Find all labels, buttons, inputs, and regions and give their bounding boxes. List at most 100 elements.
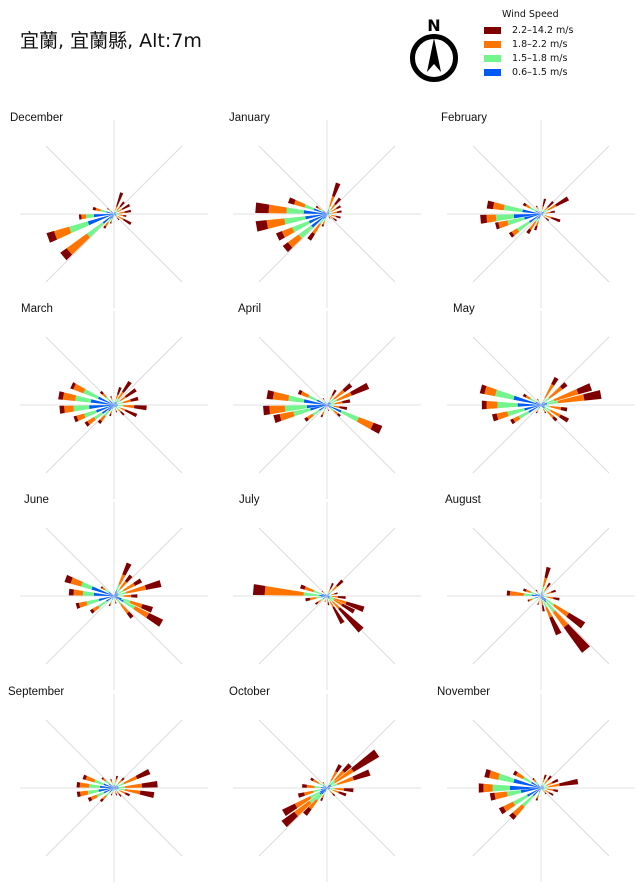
wind-rose-segment [333,389,345,400]
wind-rose-segment [559,778,579,787]
wind-rose-segment [337,413,341,417]
wind-rose-segment [532,788,541,797]
month-title: February [441,112,488,124]
wind-rose-segment [483,783,493,793]
wind-rose-segment [328,399,331,403]
wind-rose-segment [102,393,107,398]
wind-rose-segment [327,596,330,598]
wind-rose-segment [329,594,332,596]
wind-rose-segment [342,399,351,404]
wind-rose-segment [541,405,545,406]
wind-rose-segment [269,405,286,415]
wind-rose-segment [547,788,554,792]
wind-rose-segment [114,596,115,599]
wind-rose-segment [538,405,541,409]
wind-rose-segment [481,400,487,410]
wind-rose-segment [87,416,96,425]
wind-rose-segment [320,414,324,418]
wind-rose-segment [111,218,113,221]
wind-rose-plot [233,502,421,690]
wind-rose-segment [64,574,73,584]
wind-rose-segment [118,779,123,784]
wind-rose-segment [541,214,544,215]
wind-rose-segment [532,777,535,781]
wind-rose-segment [90,794,98,801]
wind-rose-segment [543,790,546,794]
wind-rose-panel: September [7,686,221,884]
wind-rose-segment [330,788,335,790]
wind-rose-segment [541,206,544,210]
wind-rose-segment [118,782,125,787]
wind-rose-segment [541,784,543,788]
wind-rose-segment [535,411,538,414]
wind-rose-segment [543,774,547,780]
wind-rose-segment [539,211,541,214]
wind-rose-segment [350,382,370,396]
wind-rose-segment [525,204,531,209]
wind-rose-segment [146,612,164,627]
wind-rose-segment [494,791,508,800]
wind-rose-segment [116,407,119,410]
wind-rose-segment [119,201,125,208]
wind-rose-segment [112,401,114,405]
wind-rose-segment [120,603,130,614]
wind-rose-segment [541,598,543,601]
wind-rose-segment [336,392,352,402]
wind-rose-segment [339,406,348,410]
wind-rose-segment [59,405,65,414]
wind-rose-segment [323,214,327,220]
wind-rose-segment [327,597,328,600]
wind-rose-segment [305,214,327,220]
wind-rose-segment [134,405,147,411]
wind-rose-segment [305,597,311,602]
legend-item: 1.5–1.8 m/s [484,51,634,65]
wind-rose-segment [549,616,562,636]
wind-rose-segment [93,592,114,596]
wind-rose-plot [233,311,421,499]
wind-rose-segment [114,596,124,603]
wind-rose-segment [119,790,126,795]
wind-rose-segment [529,397,536,403]
wind-rose-segment [331,211,338,214]
wind-rose-panel: December [7,112,221,310]
wind-rose-segment [115,215,119,217]
wind-rose-segment [541,596,544,601]
wind-rose-segment [100,209,107,213]
wind-rose-segment [541,787,545,788]
wind-rose-segment [85,775,96,783]
wind-rose-segment [553,789,559,793]
wind-rose-segment [282,242,293,253]
wind-rose-segment [101,777,104,780]
wind-rose-segment [114,213,116,214]
wind-rose-segment [66,233,90,255]
wind-rose-segment [124,789,141,795]
wind-rose-segment [541,586,545,592]
wind-rose-segment [329,596,335,600]
wind-rose-segment [503,204,523,213]
wind-rose-segment [522,393,527,398]
wind-rose-segment [544,586,548,592]
wind-rose-segment [91,586,114,596]
wind-rose-segment [109,413,112,417]
wind-rose-segment [115,410,118,413]
wind-rose-segment [543,408,546,413]
wind-rose-segment [93,214,114,218]
wind-rose-segment [110,220,113,223]
wind-rose-segment [114,789,116,792]
wind-rose-segment [545,217,550,222]
wind-rose-segment [327,788,329,790]
wind-rose-segment [536,410,539,413]
wind-rose-segment [107,208,109,210]
wind-rose-segment [303,807,312,816]
wind-rose-segment [343,788,354,793]
month-title: July [239,494,260,506]
wind-rose-segment [541,605,545,612]
wind-rose-segment [46,230,58,243]
wind-rose-segment [116,584,121,591]
wind-rose-segment [118,574,126,586]
wind-rose-segment [114,405,117,408]
wind-rose-segment [327,593,330,596]
wind-rose-segment [329,598,333,602]
wind-rose-panel: June [7,494,221,692]
wind-rose-segment [323,592,325,594]
